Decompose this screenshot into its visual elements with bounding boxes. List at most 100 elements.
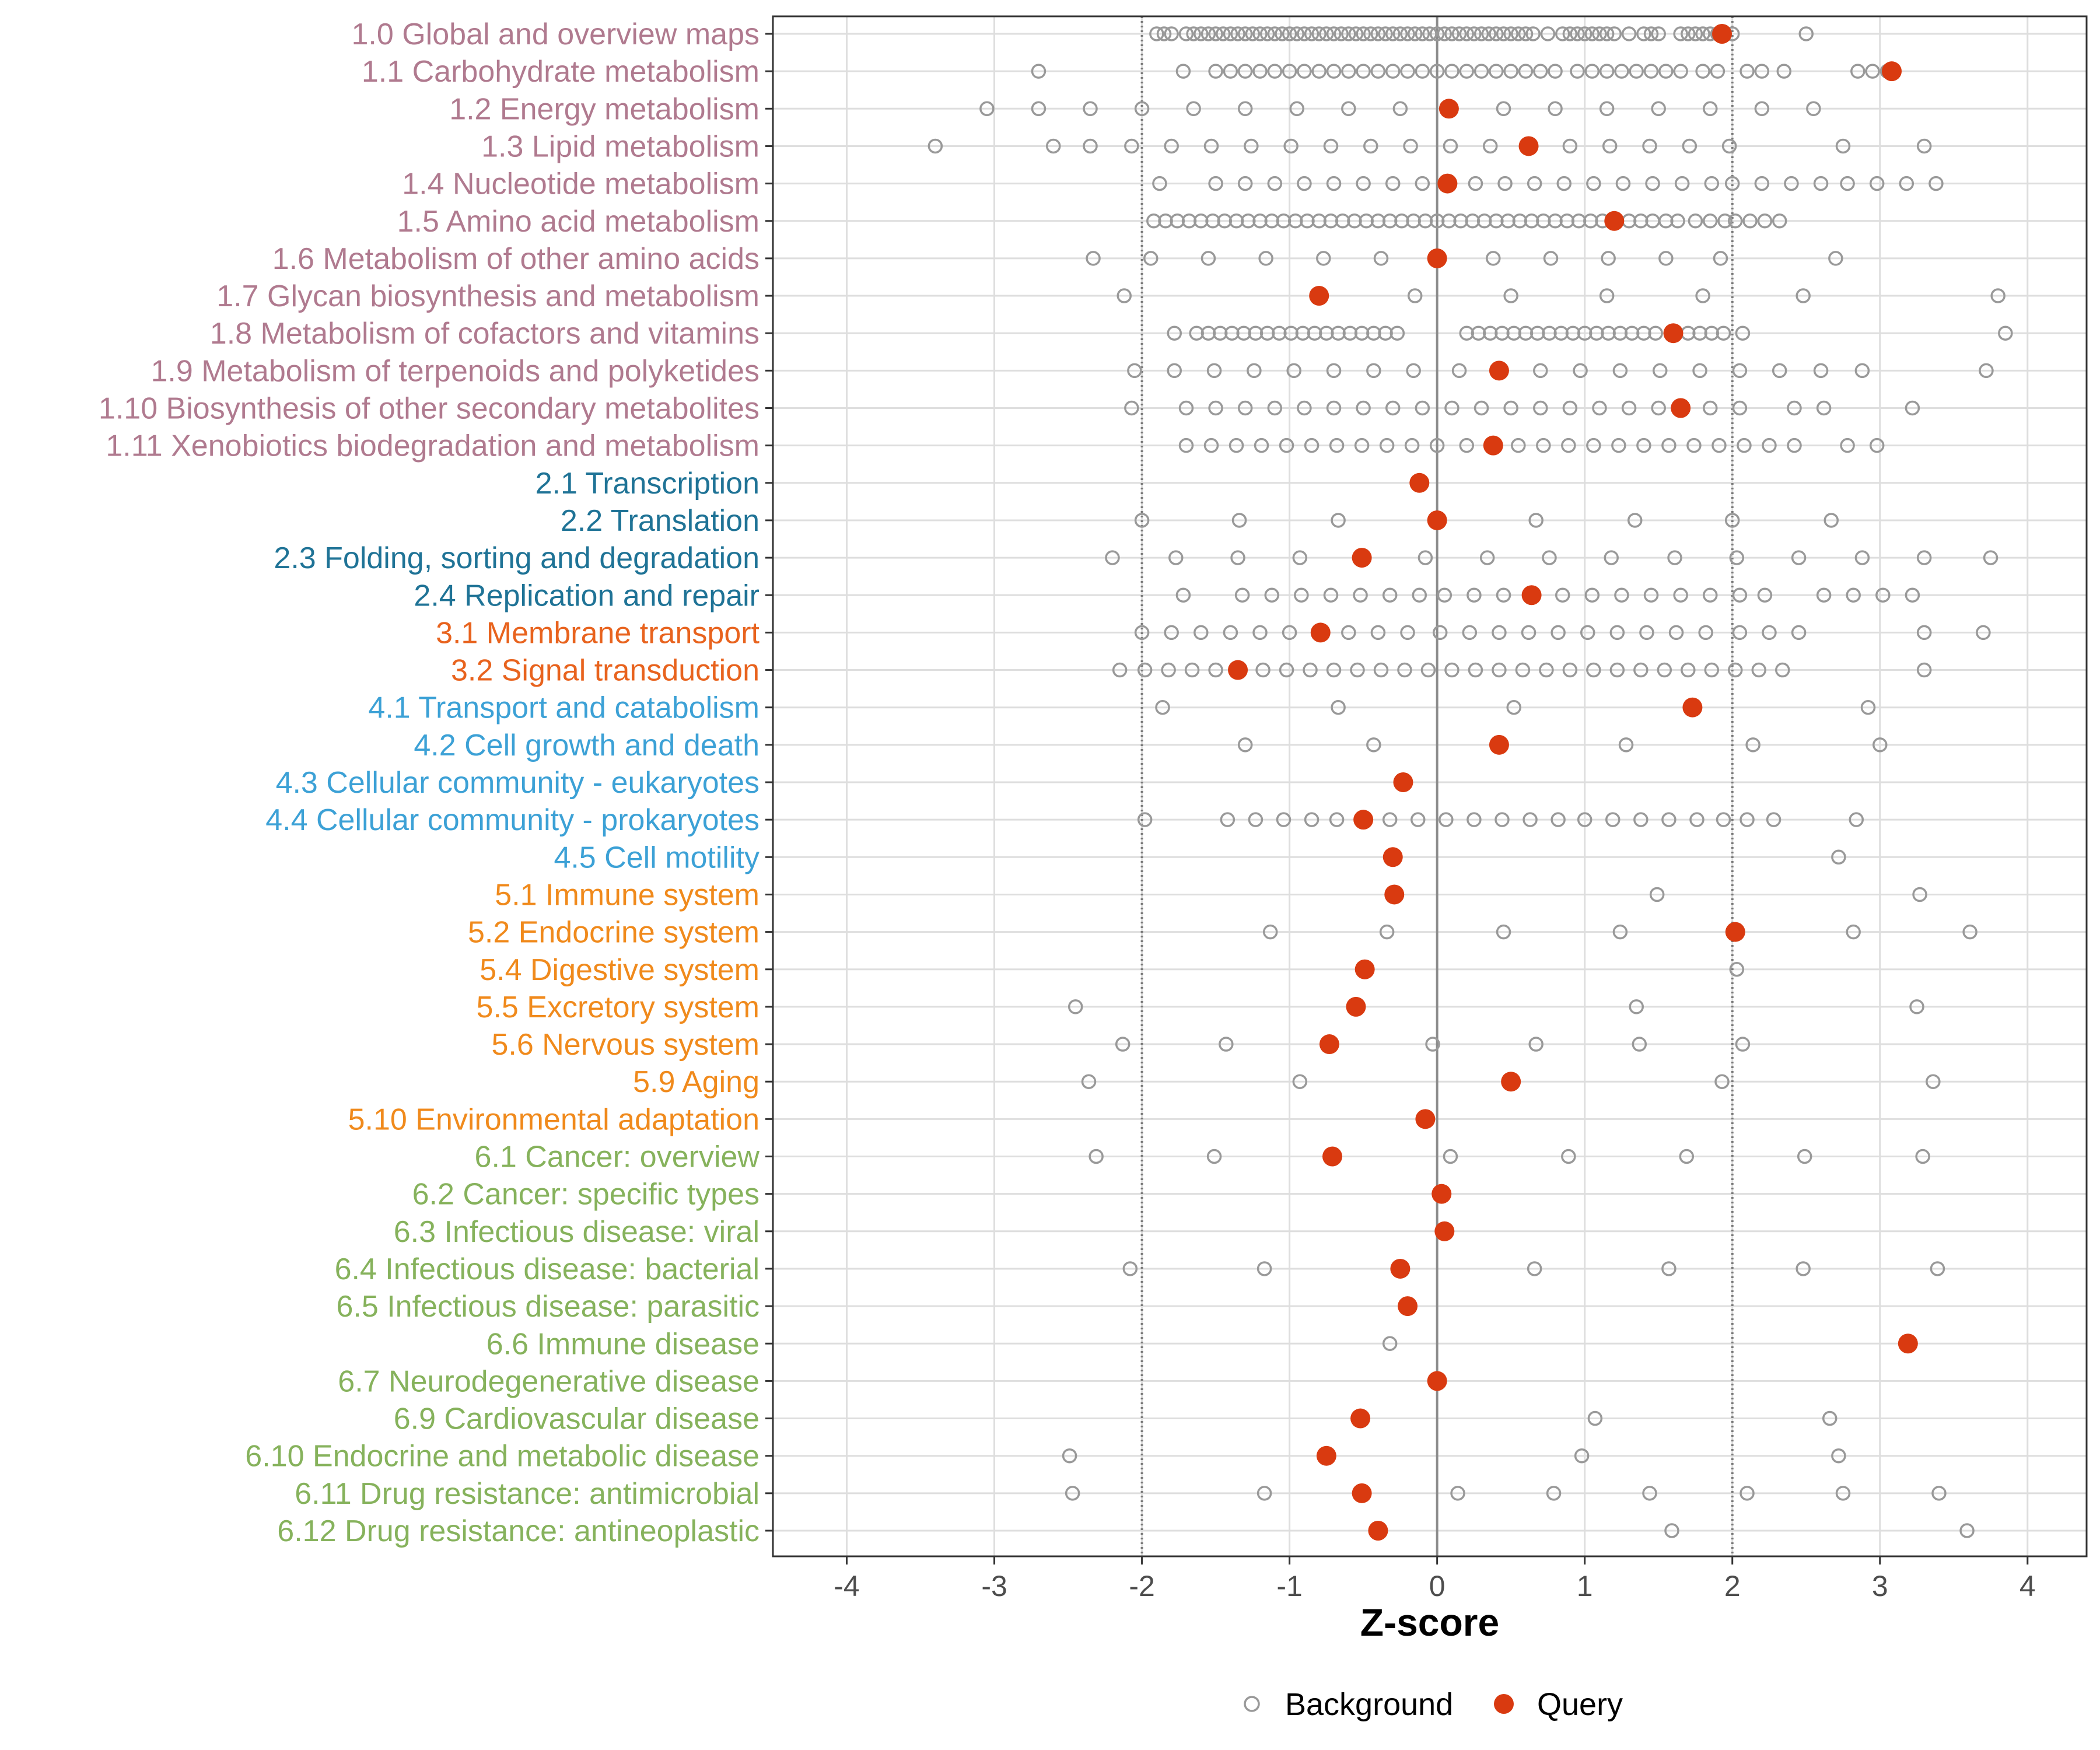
- background-point: [1577, 812, 1592, 827]
- background-point: [1134, 625, 1150, 640]
- background-point: [1636, 438, 1651, 453]
- background-point: [1437, 587, 1452, 603]
- background-point: [1400, 26, 1415, 41]
- background-point: [1363, 138, 1378, 154]
- background-point: [1468, 176, 1483, 191]
- background-point: [1916, 662, 1932, 678]
- background-point: [1137, 812, 1153, 827]
- background-point: [1146, 214, 1161, 229]
- background-point: [1542, 326, 1557, 341]
- background-point: [1486, 251, 1501, 266]
- background-point: [1599, 64, 1615, 79]
- background-point: [1415, 176, 1430, 191]
- background-point: [1496, 26, 1511, 41]
- background-point: [1208, 176, 1223, 191]
- background-point: [1245, 26, 1261, 41]
- background-point: [1429, 64, 1445, 79]
- background-point: [1629, 999, 1644, 1014]
- background-point: [1959, 1523, 1975, 1538]
- background-point: [1474, 26, 1489, 41]
- background-point: [1854, 363, 1870, 379]
- background-point: [1624, 326, 1640, 341]
- background-point: [1279, 662, 1294, 678]
- background-point: [1681, 662, 1696, 678]
- background-point: [1732, 363, 1748, 379]
- background-point: [1573, 363, 1588, 379]
- query-point: [1316, 1446, 1336, 1466]
- background-point: [1648, 326, 1663, 341]
- background-point: [1167, 363, 1182, 379]
- background-point: [1679, 1149, 1695, 1164]
- background-point: [1465, 214, 1480, 229]
- background-point: [1639, 625, 1654, 640]
- background-point: [1482, 326, 1498, 341]
- background-point: [1354, 438, 1370, 453]
- background-point: [1350, 662, 1365, 678]
- background-point: [1086, 251, 1101, 266]
- background-point: [1915, 1149, 1930, 1164]
- background-point: [1668, 625, 1684, 640]
- background-point: [1158, 214, 1173, 229]
- background-point: [1088, 1149, 1104, 1164]
- background-point: [1875, 587, 1891, 603]
- background-point: [1621, 400, 1637, 416]
- background-point: [1652, 363, 1668, 379]
- query-point: [1352, 1483, 1372, 1503]
- background-point: [1323, 214, 1339, 229]
- background-point: [1533, 64, 1548, 79]
- category-label: 4.3 Cellular community - eukaryotes: [276, 766, 760, 800]
- background-point: [1642, 138, 1657, 154]
- background-point: [1530, 326, 1545, 341]
- background-point: [1443, 138, 1458, 154]
- background-point: [1459, 26, 1475, 41]
- y-axis-labels: 1.0 Global and overview maps 1.1 Carbohyd…: [99, 18, 760, 1548]
- legend-query-label: Query: [1537, 1687, 1623, 1722]
- background-point: [1497, 176, 1513, 191]
- background-point: [1200, 326, 1216, 341]
- background-point: [1175, 587, 1191, 603]
- background-point: [1536, 214, 1551, 229]
- background-point: [1415, 400, 1430, 416]
- query-point: [1393, 772, 1413, 792]
- background-point: [1692, 363, 1707, 379]
- background-point: [1667, 550, 1682, 565]
- panel-background: [773, 16, 2087, 1556]
- category-label: 2.1 Transcription: [536, 467, 760, 501]
- background-point: [1548, 101, 1563, 117]
- background-point: [1556, 176, 1572, 191]
- category-label: 6.5 Infectious disease: parasitic: [336, 1290, 760, 1324]
- background-point: [1234, 587, 1250, 603]
- background-point: [1729, 962, 1745, 977]
- background-point: [1379, 438, 1395, 453]
- query-point: [1881, 61, 1902, 82]
- category-label: 6.4 Infectious disease: bacterial: [335, 1252, 760, 1286]
- background-point: [1562, 138, 1578, 154]
- background-point: [1797, 1149, 1812, 1164]
- background-point: [1453, 214, 1468, 229]
- background-point: [1178, 400, 1194, 416]
- category-label: 2.2 Translation: [561, 504, 760, 538]
- background-point: [1828, 251, 1843, 266]
- background-point: [1796, 288, 1811, 303]
- query-point: [1521, 585, 1542, 606]
- background-point: [1688, 26, 1703, 41]
- background-point: [1521, 625, 1536, 640]
- background-point: [1385, 64, 1401, 79]
- background-point: [1400, 64, 1415, 79]
- category-label: 1.0 Global and overview maps: [352, 18, 760, 51]
- query-point: [1437, 173, 1458, 194]
- background-point: [1252, 26, 1268, 41]
- background-point: [1356, 176, 1371, 191]
- background-point: [1124, 138, 1139, 154]
- background-point: [1962, 924, 1978, 940]
- background-point: [1451, 26, 1467, 41]
- background-point: [1228, 438, 1244, 453]
- background-point: [1407, 26, 1423, 41]
- background-point: [1363, 26, 1378, 41]
- background-point: [1228, 214, 1244, 229]
- background-point: [1156, 26, 1172, 41]
- background-point: [1304, 812, 1320, 827]
- background-point: [1496, 924, 1511, 940]
- background-point: [1282, 64, 1297, 79]
- background-point: [1437, 26, 1452, 41]
